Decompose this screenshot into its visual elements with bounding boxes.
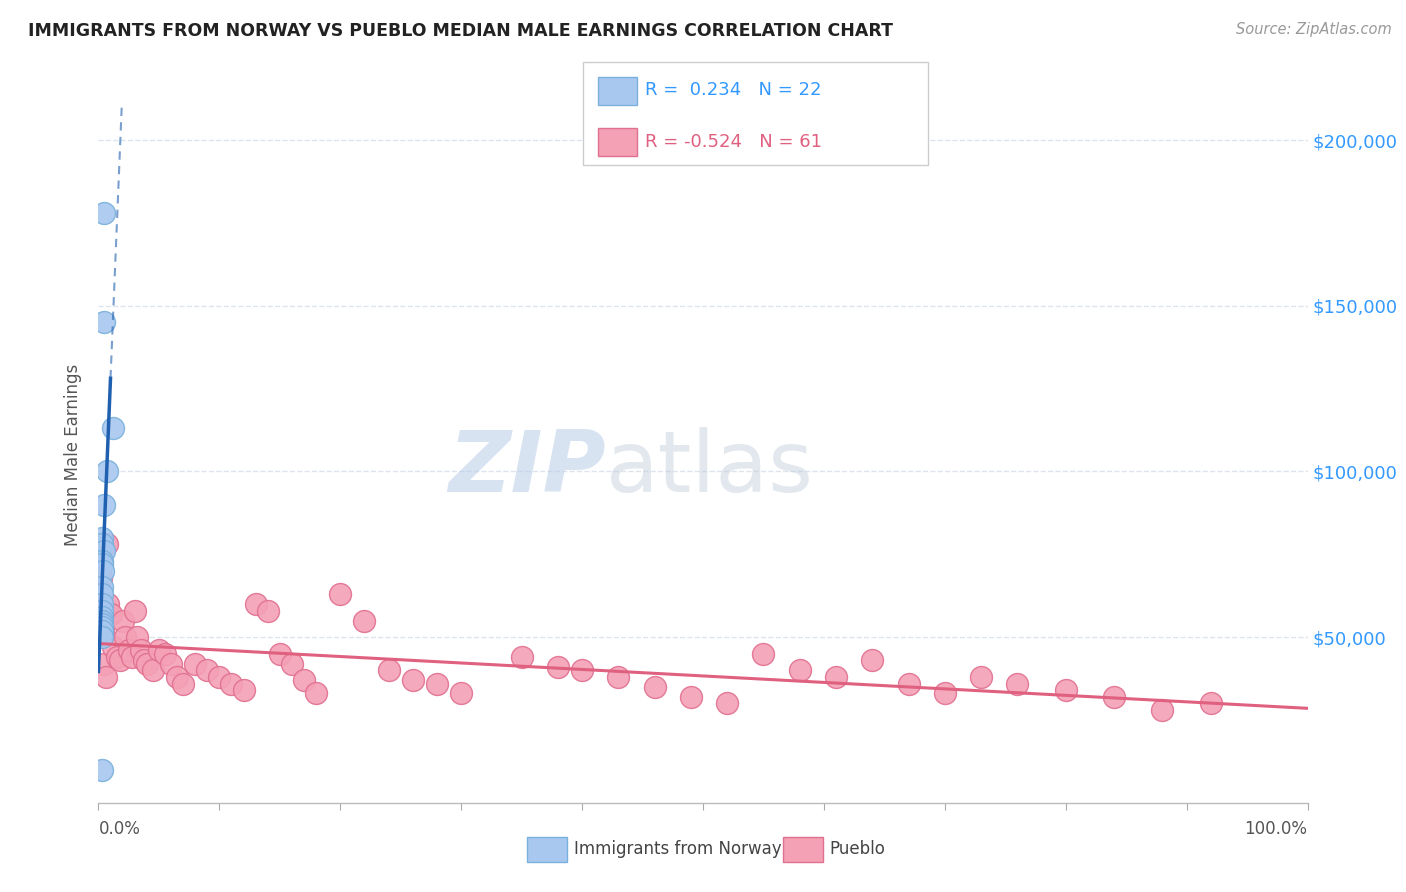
Point: [111, 614, 134, 628]
Point: [1199, 697, 1222, 711]
Text: Pueblo: Pueblo: [830, 840, 886, 858]
Point: [91, 624, 114, 638]
Text: IMMIGRANTS FROM NORWAY VS PUEBLO MEDIAN MALE EARNINGS CORRELATION CHART: IMMIGRANTS FROM NORWAY VS PUEBLO MEDIAN …: [28, 22, 893, 40]
Point: [547, 660, 569, 674]
Point: [91, 630, 114, 644]
Point: [172, 676, 194, 690]
Point: [93, 498, 115, 512]
Point: [1007, 676, 1029, 690]
Point: [377, 663, 399, 677]
Point: [91, 564, 114, 578]
Point: [91, 616, 114, 631]
Point: [96, 465, 118, 479]
Point: [91, 620, 114, 634]
Point: [256, 604, 278, 618]
Point: [91, 624, 114, 638]
Point: [91, 581, 114, 595]
Point: [510, 650, 533, 665]
Text: 0.0%: 0.0%: [98, 820, 141, 838]
Point: [118, 643, 141, 657]
Point: [91, 610, 114, 624]
Point: [232, 683, 254, 698]
Point: [292, 673, 315, 688]
Point: [450, 686, 472, 700]
Point: [148, 643, 170, 657]
Point: [124, 604, 146, 618]
Point: [1102, 690, 1125, 704]
Point: [91, 537, 114, 551]
Point: [281, 657, 304, 671]
Text: Source: ZipAtlas.com: Source: ZipAtlas.com: [1236, 22, 1392, 37]
Point: [184, 657, 207, 671]
Point: [91, 531, 114, 545]
Point: [134, 653, 156, 667]
Point: [94, 670, 117, 684]
Text: 100.0%: 100.0%: [1244, 820, 1308, 838]
Point: [245, 597, 267, 611]
Point: [93, 206, 115, 220]
Point: [91, 614, 114, 628]
Point: [571, 663, 593, 677]
Point: [101, 421, 124, 435]
Y-axis label: Median Male Earnings: Median Male Earnings: [65, 364, 83, 546]
Point: [607, 670, 630, 684]
Point: [93, 315, 115, 329]
Point: [129, 643, 152, 657]
Point: [970, 670, 993, 684]
Point: [426, 676, 449, 690]
Point: [91, 597, 114, 611]
Point: [897, 676, 920, 690]
Point: [269, 647, 291, 661]
Point: [860, 653, 883, 667]
Text: ZIP: ZIP: [449, 427, 606, 510]
Point: [121, 650, 143, 665]
Point: [101, 640, 124, 654]
Point: [108, 653, 131, 667]
Point: [127, 630, 149, 644]
Point: [153, 647, 176, 661]
Point: [91, 587, 114, 601]
Point: [135, 657, 157, 671]
Point: [221, 676, 243, 690]
Point: [105, 650, 128, 665]
Point: [195, 663, 218, 677]
Point: [142, 663, 165, 677]
Point: [93, 544, 115, 558]
Text: atlas: atlas: [606, 427, 814, 510]
Point: [93, 657, 115, 671]
Point: [91, 604, 114, 618]
Point: [96, 537, 118, 551]
Point: [934, 686, 956, 700]
Point: [1152, 703, 1174, 717]
Point: [402, 673, 425, 688]
Point: [329, 587, 352, 601]
Point: [679, 690, 702, 704]
Point: [97, 597, 120, 611]
Point: [305, 686, 328, 700]
Point: [789, 663, 811, 677]
Point: [91, 558, 114, 572]
Point: [1054, 683, 1077, 698]
Point: [208, 670, 231, 684]
Text: R =  0.234   N = 22: R = 0.234 N = 22: [645, 81, 823, 99]
Text: R = -0.524   N = 61: R = -0.524 N = 61: [645, 133, 823, 151]
Text: Immigrants from Norway: Immigrants from Norway: [574, 840, 782, 858]
Point: [91, 554, 114, 568]
Point: [100, 607, 122, 621]
Point: [752, 647, 775, 661]
Point: [644, 680, 666, 694]
Point: [166, 670, 188, 684]
Point: [114, 630, 136, 644]
Point: [825, 670, 848, 684]
Point: [716, 697, 738, 711]
Point: [91, 763, 114, 777]
Point: [160, 657, 183, 671]
Point: [90, 570, 112, 584]
Point: [353, 614, 375, 628]
